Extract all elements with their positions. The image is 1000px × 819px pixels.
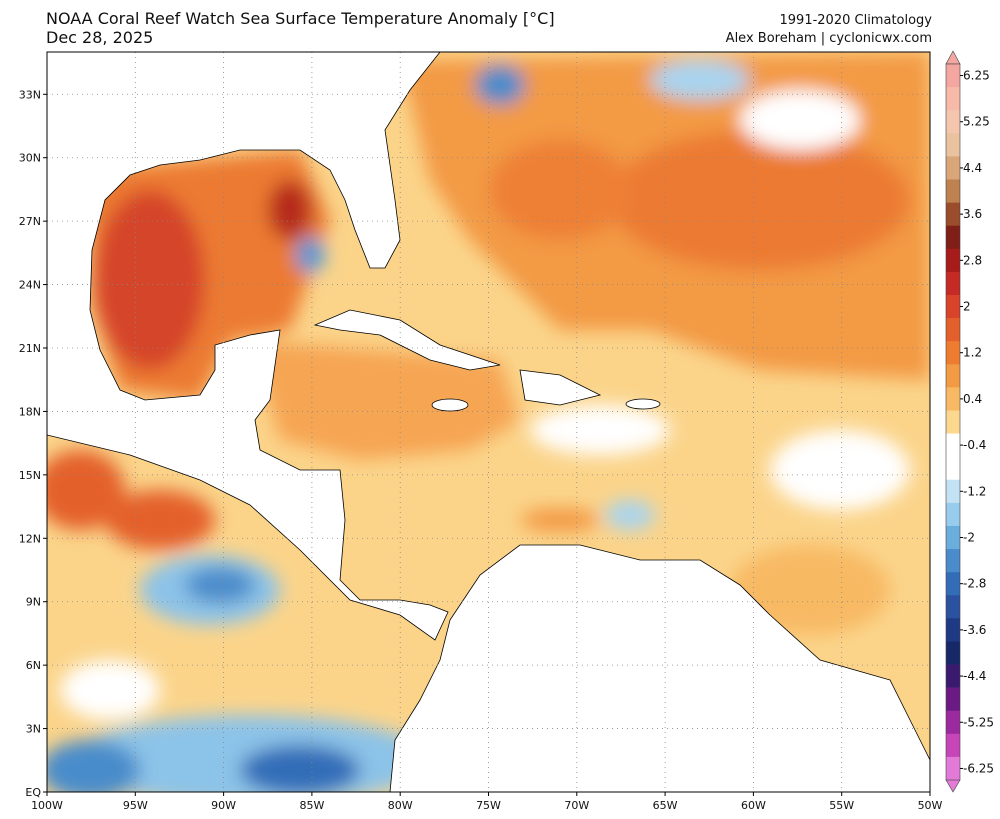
colorbar-label: 2.8 bbox=[963, 253, 982, 267]
colorbar-cell bbox=[946, 110, 960, 134]
colorbar-cell bbox=[946, 318, 960, 342]
colorbar-cell bbox=[946, 179, 960, 203]
colorbar-cell bbox=[946, 202, 960, 226]
hispaniola bbox=[519, 369, 602, 406]
lat-label: 33N bbox=[19, 88, 41, 101]
colorbar: 6.25 5.25 4.4 3.6 2.8 2 1.2 0.4 -0.4 -1.2 -2 -2.8 -3… bbox=[945, 50, 994, 793]
lon-label: 70W bbox=[564, 799, 589, 812]
colorbar-cell bbox=[946, 710, 960, 735]
colorbar-cell bbox=[946, 364, 960, 388]
colorbar-cell bbox=[946, 133, 960, 157]
colorbar-cell bbox=[946, 549, 960, 573]
lat-label: 27N bbox=[19, 215, 41, 228]
lat-label: 21N bbox=[19, 342, 41, 355]
colorbar-outline bbox=[945, 63, 961, 781]
colorbar-cell bbox=[946, 733, 960, 758]
colorbar-label: 2 bbox=[963, 300, 971, 314]
title: NOAA Coral Reef Watch Sea Surface Temper… bbox=[46, 9, 555, 28]
jamaica bbox=[431, 398, 469, 412]
colorbar-cell bbox=[946, 248, 960, 273]
colorbar-label: 1.2 bbox=[963, 346, 982, 360]
colorbar-cell bbox=[946, 618, 960, 642]
colorbar-label: 5.25 bbox=[963, 115, 990, 129]
colorbar-cell bbox=[946, 410, 960, 434]
lon-label: 75W bbox=[476, 799, 501, 812]
colorbar-cell bbox=[946, 687, 960, 712]
lat-label: 30N bbox=[19, 152, 41, 165]
colorbar-label: -6.25 bbox=[963, 761, 994, 775]
colorbar-cell bbox=[946, 271, 960, 296]
colorbar-cell bbox=[946, 502, 960, 527]
colorbar-cell bbox=[946, 595, 960, 619]
lon-label: 60W bbox=[741, 799, 766, 812]
colorbar-label: -3.6 bbox=[963, 623, 986, 637]
colorbar-extend-bottom bbox=[945, 779, 961, 793]
colorbar-label: -2.8 bbox=[963, 577, 986, 591]
lon-label: 55W bbox=[829, 799, 854, 812]
puerto-rico bbox=[625, 398, 661, 410]
lat-label: 24N bbox=[19, 279, 41, 292]
map-frame bbox=[46, 51, 931, 793]
lon-label: 85W bbox=[299, 799, 324, 812]
north-central-america bbox=[47, 52, 449, 641]
colorbar-cell bbox=[946, 156, 960, 180]
colorbar-cell bbox=[946, 664, 960, 688]
colorbar-extend-top bbox=[945, 50, 961, 65]
lat-label: 3N bbox=[26, 723, 41, 736]
colorbar-label: -4.4 bbox=[963, 669, 986, 683]
colorbar-cell bbox=[946, 456, 960, 481]
colorbar-label: 6.25 bbox=[963, 69, 990, 83]
colorbar-label: -0.4 bbox=[963, 438, 986, 452]
map bbox=[47, 52, 930, 792]
lon-label: 65W bbox=[653, 799, 678, 812]
colorbar-label: -5.25 bbox=[963, 715, 994, 729]
colorbar-cell bbox=[946, 294, 960, 319]
lat-label: 18N bbox=[19, 405, 41, 418]
cuba bbox=[313, 309, 501, 371]
colorbar-cell bbox=[946, 87, 960, 111]
colorbar-label: 3.6 bbox=[963, 207, 982, 221]
lat-label: 12N bbox=[19, 532, 41, 545]
anomaly-field bbox=[47, 52, 930, 792]
lon-label: 100W bbox=[31, 799, 63, 812]
lat-label: 15N bbox=[19, 469, 41, 482]
lon-label: 50W bbox=[918, 799, 943, 812]
colorbar-cell bbox=[946, 433, 960, 457]
lat-label: 6N bbox=[26, 659, 41, 672]
credit: Alex Boreham | cyclonicwx.com bbox=[726, 31, 932, 46]
south-america bbox=[389, 544, 930, 792]
climatology: 1991-2020 Climatology bbox=[780, 13, 933, 28]
lat-label: EQ bbox=[25, 786, 41, 799]
colorbar-cell bbox=[946, 756, 960, 781]
colorbar-label: -1.2 bbox=[963, 484, 986, 498]
colorbar-cell bbox=[946, 341, 960, 365]
lat-label: 9N bbox=[26, 596, 41, 609]
colorbar-label: 0.4 bbox=[963, 392, 982, 406]
colorbar-cell bbox=[946, 64, 960, 88]
date: Dec 28, 2025 bbox=[46, 28, 153, 47]
lon-label: 90W bbox=[211, 799, 236, 812]
colorbar-cell bbox=[946, 641, 960, 665]
colorbar-cell bbox=[946, 479, 960, 504]
colorbar-cell bbox=[946, 525, 960, 550]
colorbar-label: 4.4 bbox=[963, 161, 982, 175]
colorbar-cell bbox=[946, 387, 960, 411]
lon-label: 80W bbox=[388, 799, 413, 812]
graticule bbox=[43, 52, 931, 796]
colorbar-cell bbox=[946, 572, 960, 596]
lon-label: 95W bbox=[123, 799, 148, 812]
colorbar-cell bbox=[946, 225, 960, 250]
colorbar-label: -2 bbox=[963, 530, 975, 544]
